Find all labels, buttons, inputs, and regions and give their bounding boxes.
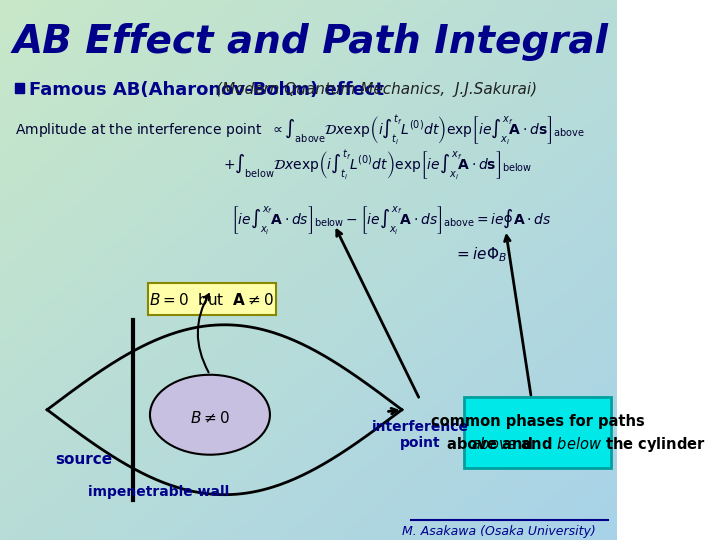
FancyBboxPatch shape (464, 397, 611, 468)
Text: impenetrable wall: impenetrable wall (88, 485, 229, 499)
Text: $\it{above}$ and $\it{below}$ the cylinder: $\it{above}$ and $\it{below}$ the cylind… (472, 435, 706, 454)
Text: source: source (55, 452, 113, 467)
Ellipse shape (150, 375, 270, 455)
Text: Famous AB(Aharonov-Bohm) effect: Famous AB(Aharonov-Bohm) effect (29, 81, 384, 99)
Text: common phases for paths: common phases for paths (431, 414, 645, 429)
Text: AB Effect and Path Integral: AB Effect and Path Integral (13, 23, 609, 61)
Text: M. Asakawa (Osaka University): M. Asakawa (Osaka University) (402, 525, 595, 538)
Text: interference
point: interference point (372, 420, 469, 450)
Text: Amplitude at the interference point  $\propto \int_{\rm above} \mathcal{D}x\exp\: Amplitude at the interference point $\pr… (15, 113, 585, 147)
FancyBboxPatch shape (148, 283, 276, 315)
Text: (Modern Quantum Mechanics,  J.J.Sakurai): (Modern Quantum Mechanics, J.J.Sakurai) (216, 83, 537, 97)
Text: $B=0$  but  $\mathbf{A}\neq 0$: $B=0$ but $\mathbf{A}\neq 0$ (149, 292, 274, 308)
Text: $B\neq 0$: $B\neq 0$ (190, 410, 230, 426)
Text: $= ie\Phi_B$: $= ie\Phi_B$ (454, 246, 508, 264)
FancyBboxPatch shape (15, 83, 24, 93)
Text: above and: above and (447, 437, 538, 452)
Text: $\left[ie\int_{x_i}^{x_f}\mathbf{A}\cdot ds\right]_{\rm below} - \left[ie\int_{x: $\left[ie\int_{x_i}^{x_f}\mathbf{A}\cdot… (231, 204, 552, 236)
Text: $+\int_{\rm below} \mathcal{D}x\exp\!\left(i\int_{t_i}^{t_f} L^{(0)}dt\right)\ex: $+\int_{\rm below} \mathcal{D}x\exp\!\le… (222, 148, 532, 182)
